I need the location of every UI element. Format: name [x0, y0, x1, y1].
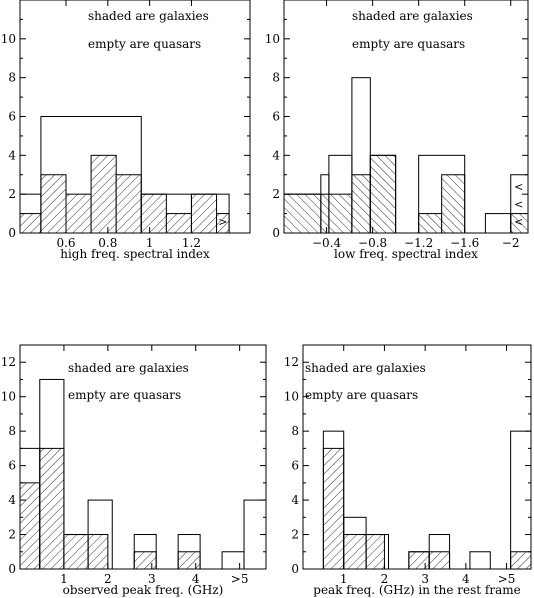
x-tick-label: >5: [498, 572, 516, 586]
x-tick-label: 1: [146, 236, 154, 250]
x-tick-label: 0.6: [56, 236, 75, 250]
galaxy-bar-2: [351, 174, 371, 234]
galaxy-bar-2: [343, 534, 367, 570]
y-tick-label: 0: [272, 226, 280, 240]
galaxy-bar-3: [63, 534, 89, 570]
axes-frame: [302, 344, 532, 570]
galaxy-bar-1: [283, 193, 353, 234]
x-tick-label: 3: [148, 572, 156, 586]
galaxy-bar-3: [65, 193, 92, 234]
galaxy-bar-4: [87, 534, 109, 570]
galaxy-bar-6: [140, 193, 167, 234]
galaxy-bar-2: [40, 174, 67, 234]
galaxy-bar-6: [510, 551, 532, 570]
note-empty-quasars: empty are quasars: [88, 37, 201, 51]
y-tick-label: 8: [272, 71, 280, 85]
histogram-panel-2: 0 2 4 6 8 10 −0.4 −0.8 −1.2 −1.6 −2 shaded are gala…: [265, 0, 529, 261]
y-tick-label: 0: [291, 562, 299, 576]
y-tick-label: 2: [8, 528, 16, 542]
x-tick-label: −2: [502, 236, 520, 250]
y-tick-label: 6: [8, 110, 16, 124]
y-tick-label: 4: [8, 148, 16, 162]
note-empty-quasars: empty are quasars: [352, 37, 465, 51]
y-tick-label: 12: [1, 355, 16, 369]
x-tick-label: 3: [421, 572, 429, 586]
galaxy-bar-4: [418, 213, 443, 234]
galaxy-bar-3: [365, 534, 385, 570]
y-tick-label: 2: [291, 528, 299, 542]
galaxy-bar-5: [441, 174, 466, 234]
galaxy-bar-3: [369, 154, 397, 234]
note-empty-quasars: empty are quasars: [305, 388, 418, 402]
x-tick-label: 1.2: [182, 236, 201, 250]
x-axis-label: low freq. spectral index: [334, 247, 478, 261]
y-tick-label: 6: [8, 459, 16, 473]
galaxy-bar-4: [408, 551, 430, 570]
galaxy-bar-6: [177, 551, 201, 570]
galaxy-bar-2: [39, 447, 65, 570]
note-shaded-galaxies: shaded are galaxies: [88, 9, 209, 23]
y-tick-label: 4: [272, 148, 280, 162]
x-axis-label: observed peak freq. (GHz): [63, 583, 224, 597]
histogram-panel-1: 0 2 4 6 8 10 0.6 0.8 1 1.2 shaded are galaxies empt…: [1, 0, 251, 261]
x-tick-label: 2: [381, 572, 389, 586]
y-tick-label: 8: [8, 71, 16, 85]
quasar-outline-bar-7: [484, 213, 512, 234]
y-tick-label: 10: [1, 32, 16, 46]
note-shaded-galaxies: shaded are galaxies: [305, 361, 426, 375]
limit-marker-2: <: [514, 198, 523, 211]
galaxy-bar-5: [133, 551, 157, 570]
x-tick-label: −1.6: [450, 236, 479, 250]
y-tick-label: 4: [8, 493, 16, 507]
y-tick-label: 10: [284, 390, 299, 404]
y-tick-label: 6: [291, 459, 299, 473]
x-tick-label: 4: [462, 572, 470, 586]
galaxy-bar-1: [19, 213, 42, 234]
y-tick-label: 6: [272, 110, 280, 124]
y-tick-label: 4: [291, 493, 299, 507]
x-tick-label: 4: [192, 572, 200, 586]
galaxy-bar-5: [428, 551, 451, 570]
y-tick-label: 10: [1, 390, 16, 404]
x-tick-label: 1: [60, 572, 68, 586]
x-tick-label: 2: [104, 572, 112, 586]
galaxy-bar-7: [165, 213, 192, 234]
galaxy-bar-5: [115, 174, 142, 234]
galaxy-bar-8: [190, 193, 218, 234]
y-tick-label: 8: [8, 424, 16, 438]
galaxy-bar-1: [322, 447, 345, 570]
x-tick-label: −0.8: [358, 236, 387, 250]
y-tick-label: 12: [284, 355, 299, 369]
x-axis-label: peak freq. (GHz) in the rest frame: [313, 583, 520, 597]
axes-frame: [19, 344, 267, 570]
note-shaded-galaxies: shaded are galaxies: [352, 9, 473, 23]
x-axis-label: high freq. spectral index: [60, 247, 210, 261]
limit-marker-1: >: [218, 215, 227, 228]
galaxy-bar-4: [90, 154, 117, 234]
y-tick-label: 2: [8, 187, 16, 201]
y-tick-label: 2: [272, 187, 280, 201]
x-tick-label: 1: [340, 572, 348, 586]
galaxy-bar-1: [19, 482, 41, 570]
y-tick-label: 0: [8, 226, 16, 240]
y-tick-label: 8: [291, 424, 299, 438]
limit-marker-3: <: [514, 215, 523, 228]
limit-marker-1: <: [514, 180, 523, 193]
x-tick-label: −0.4: [312, 236, 342, 250]
y-tick-label: 0: [8, 562, 16, 576]
quasar-outline-bar-7: [221, 551, 245, 570]
x-tick-label: 0.8: [98, 236, 117, 250]
x-tick-label: −1.2: [404, 236, 433, 250]
note-empty-quasars: empty are quasars: [68, 388, 181, 402]
note-shaded-galaxies: shaded are galaxies: [68, 361, 189, 375]
quasar-outline-bar-6: [469, 551, 491, 570]
x-tick-label: >5: [231, 572, 249, 586]
y-tick-label: 10: [265, 32, 280, 46]
